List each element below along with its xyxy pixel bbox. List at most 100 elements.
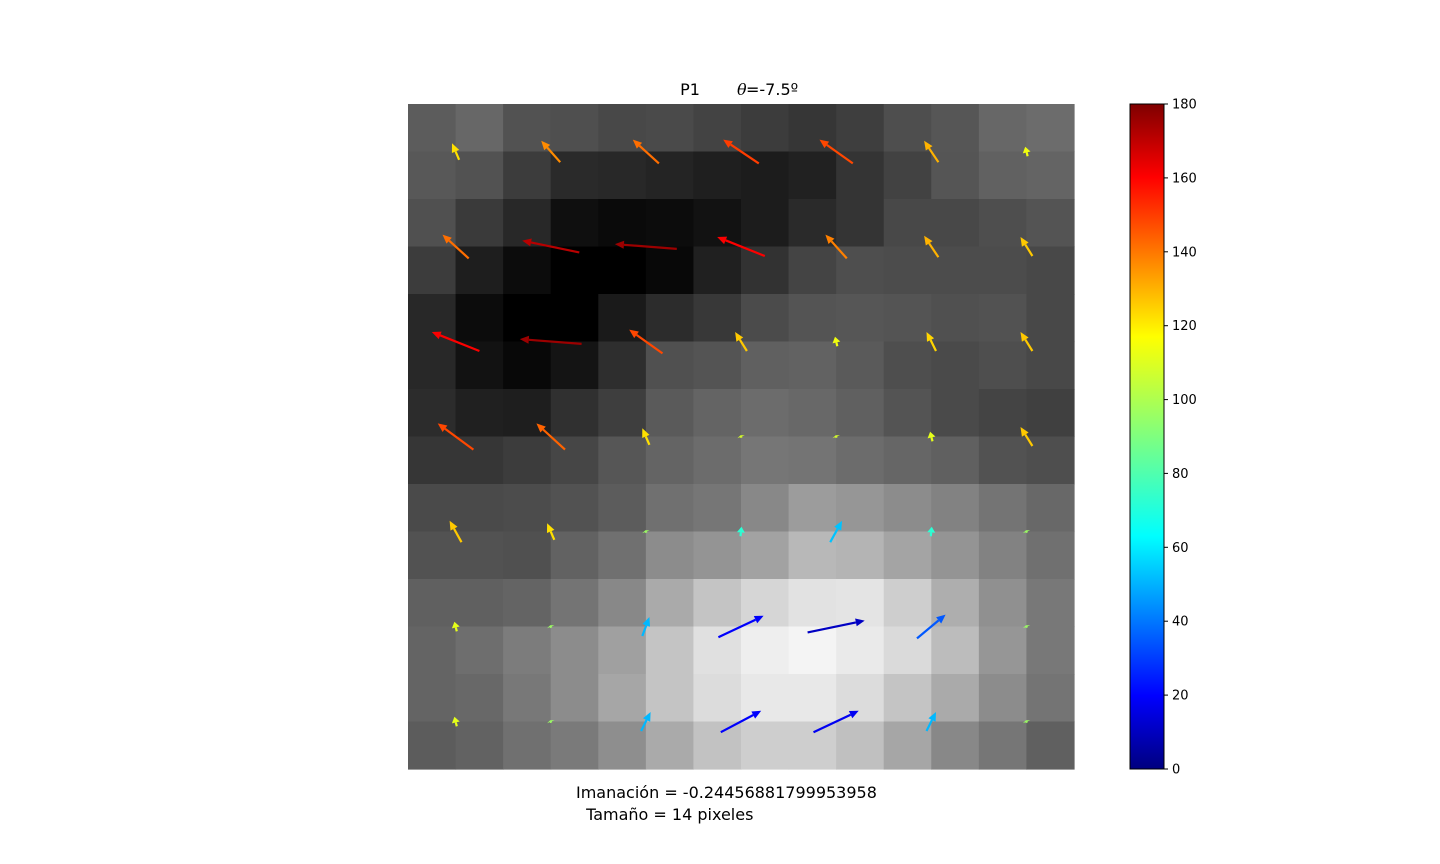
heatmap-cell [1026, 721, 1075, 770]
heatmap-cell [408, 294, 457, 343]
heatmap-cell [788, 341, 837, 390]
quiver-arrow [916, 614, 946, 640]
heatmap-cell [408, 436, 457, 485]
heatmap-cell [550, 626, 599, 675]
chart-title-theta-value: =-7.5º [746, 80, 798, 99]
colorbar-tick-label: 80 [1172, 467, 1189, 482]
heatmap-cell [836, 104, 885, 153]
heatmap-cell [598, 199, 647, 248]
heatmap-cell [931, 199, 980, 248]
heatmap-cell [883, 531, 932, 580]
heatmap-cell [883, 341, 932, 390]
heatmap-cell [836, 579, 885, 628]
heatmap-cell [550, 531, 599, 580]
heatmap-cell [455, 531, 504, 580]
heatmap-cell [693, 389, 742, 438]
quiver-arrow [819, 139, 854, 165]
heatmap-cell [408, 389, 457, 438]
quiver-arrow [614, 240, 677, 250]
heatmap-cell [931, 246, 980, 295]
colorbar-tick-label: 180 [1172, 98, 1197, 113]
quiver-arrow [925, 712, 936, 732]
heatmap-cell [836, 721, 885, 770]
heatmap-cell [455, 579, 504, 628]
heatmap-cell [1026, 674, 1075, 723]
heatmap-cell [836, 294, 885, 343]
heatmap-cell [503, 199, 552, 248]
heatmap-cell [455, 626, 504, 675]
heatmap-cell [788, 721, 837, 770]
heatmap-cell [598, 294, 647, 343]
colorbar-ticks: 0 20 40 60 80 100 120 140 160 180 [1164, 98, 1197, 778]
heatmap-cell [836, 674, 885, 723]
heatmap-cell [645, 484, 695, 533]
heatmap-cell [598, 721, 647, 770]
heatmap-cell [1026, 579, 1075, 628]
heatmap-cell [550, 199, 599, 248]
quiver-arrow [642, 530, 650, 534]
quiver-arrow [1022, 530, 1031, 534]
quiver-arrow [723, 139, 760, 165]
heatmap-cell [693, 246, 742, 295]
heatmap-cell [883, 246, 932, 295]
heatmap-cell [503, 579, 552, 628]
heatmap-cell [550, 246, 599, 295]
heatmap-cell [1026, 294, 1075, 343]
heatmap-cell [788, 626, 837, 675]
colorbar-tick-label: 0 [1172, 763, 1180, 778]
heatmap-cell [1026, 341, 1075, 390]
quiver-arrow [832, 435, 840, 439]
heatmap-cell [693, 721, 742, 770]
heatmap-cell [741, 674, 790, 723]
heatmap-cell [741, 531, 790, 580]
heatmap-cell [455, 721, 504, 770]
heatmap-cell [836, 436, 885, 485]
heatmap-cell [978, 531, 1028, 580]
heatmap-cell [1026, 104, 1075, 153]
colorbar-tick-label: 40 [1172, 615, 1189, 630]
heatmap-cell [741, 199, 790, 248]
heatmap-cell [836, 626, 885, 675]
heatmap-cell [1026, 246, 1075, 295]
heatmap-cell [741, 721, 790, 770]
heatmap-cell [455, 484, 504, 533]
heatmap-cell [693, 626, 742, 675]
heatmap-cell [645, 531, 695, 580]
heatmap-cell [788, 436, 837, 485]
heatmap-cell [645, 246, 695, 295]
quiver-arrow [717, 615, 764, 639]
heatmap-cell [408, 341, 457, 390]
quiver-arrow [629, 329, 664, 355]
quiver-arrow [735, 332, 748, 352]
heatmap-cell [836, 484, 885, 533]
heatmap-cell [550, 484, 599, 533]
colorbar-tick-label: 120 [1172, 319, 1197, 334]
colorbar-tick-label: 20 [1172, 689, 1189, 704]
quiver-arrow [541, 140, 562, 163]
heatmap-cell [408, 151, 457, 200]
quiver-arrow [431, 331, 480, 353]
heatmap-cell [978, 579, 1028, 628]
heatmap-cell [598, 531, 647, 580]
colorbar-tick-label: 140 [1172, 245, 1197, 260]
quiver-arrow [927, 526, 936, 537]
heatmap-cell [883, 579, 932, 628]
quiver-arrow [829, 520, 843, 543]
quiver-arrow [737, 435, 745, 439]
heatmap-cell [550, 294, 599, 343]
quiver-arrow [825, 234, 848, 260]
heatmap-cell [1026, 626, 1075, 675]
heatmap-cell [1026, 436, 1075, 485]
heatmap-cell [693, 436, 742, 485]
heatmap-cell [455, 389, 504, 438]
heatmap-cell [455, 151, 504, 200]
heatmap-cell [836, 199, 885, 248]
quiver-arrow [642, 428, 651, 446]
heatmap-cell [883, 104, 932, 153]
heatmap-cell [741, 579, 790, 628]
heatmap-cell [883, 436, 932, 485]
quiver-arrow [1022, 720, 1031, 724]
heatmap-cell [883, 721, 932, 770]
colorbar-tick-label: 160 [1172, 171, 1197, 186]
